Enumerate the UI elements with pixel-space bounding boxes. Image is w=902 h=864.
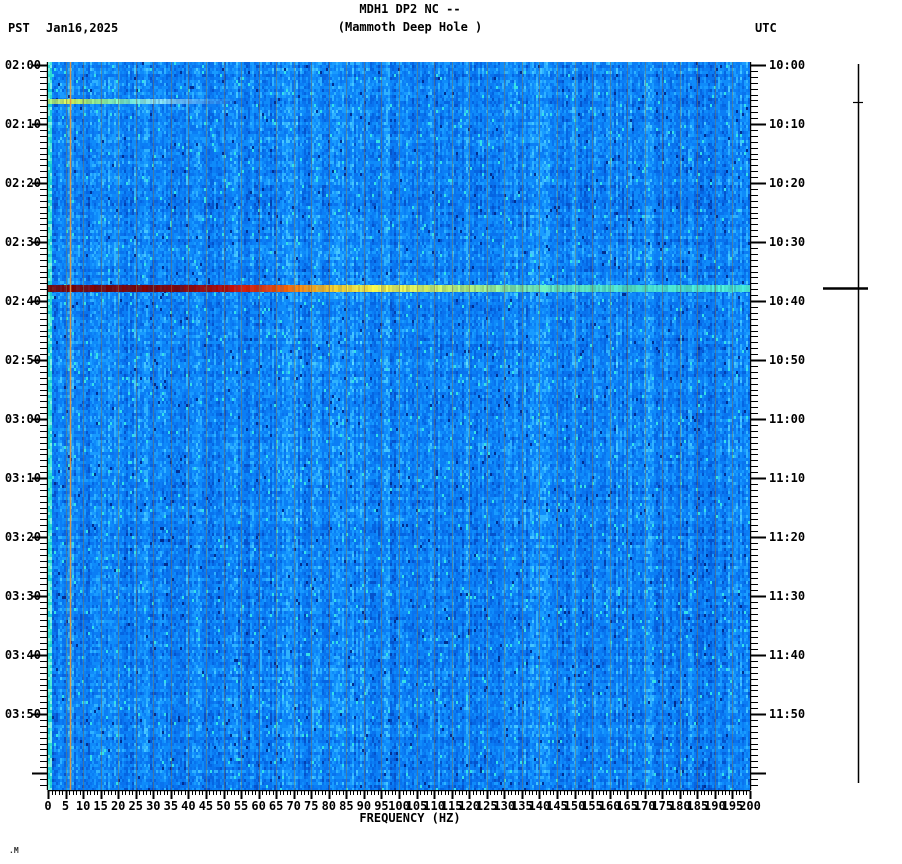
freq-tick-label: 135 (511, 799, 533, 813)
freq-tick-label: 125 (475, 799, 498, 813)
utc-time-label: 11:40 (769, 648, 806, 662)
freq-tick-label: 175 (651, 799, 674, 813)
utc-time-label: 11:00 (769, 412, 806, 426)
freq-tick-label: 110 (423, 799, 445, 813)
freq-tick-label: 15 (93, 799, 108, 813)
utc-time-label: 11:10 (769, 471, 806, 485)
freq-tick-label: 165 (616, 799, 638, 813)
pst-time-label: 02:10 (4, 117, 41, 131)
utc-time-label: 10:00 (769, 58, 806, 72)
freq-tick-label: 10 (75, 799, 91, 813)
pst-time-label: 03:30 (4, 589, 41, 603)
freq-tick-label: 195 (721, 799, 744, 813)
freq-tick-label: 25 (128, 799, 143, 813)
pst-time-label: 02:20 (4, 176, 41, 190)
pst-time-label: 02:50 (4, 353, 41, 367)
freq-tick-label: 95 (374, 799, 389, 813)
spectrogram-canvas (48, 62, 750, 790)
pst-time-label: 02:00 (4, 58, 41, 72)
freq-tick-label: 180 (668, 799, 691, 813)
freq-tick-label: 5 (61, 799, 70, 813)
freq-tick-label: 70 (286, 799, 301, 813)
freq-tick-label: 185 (686, 799, 709, 813)
freq-tick-label: 190 (704, 799, 726, 813)
freq-tick-label: 30 (146, 799, 161, 813)
freq-tick-label: 20 (110, 799, 126, 813)
freq-tick-label: 90 (356, 799, 372, 813)
utc-time-label: 10:30 (769, 235, 806, 249)
freq-tick-label: 45 (198, 799, 214, 813)
pst-time-label: 03:20 (4, 530, 41, 544)
freq-tick-label: 55 (233, 799, 249, 813)
utc-time-label: 10:20 (769, 176, 806, 190)
utc-time-label: 10:40 (769, 294, 806, 308)
utc-time-label: 10:10 (769, 117, 806, 131)
utc-time-label: 11:30 (769, 589, 806, 603)
freq-tick-label: 85 (339, 799, 354, 813)
freq-tick-label: 35 (163, 799, 179, 813)
freq-tick-label: 75 (304, 799, 319, 813)
freq-tick-label: 50 (216, 799, 231, 813)
freq-tick-label: 40 (181, 799, 196, 813)
utc-time-label: 11:50 (769, 707, 806, 721)
freq-tick-label: 155 (581, 799, 603, 813)
freq-tick-label: 65 (268, 799, 284, 813)
freq-tick-label: 145 (546, 799, 568, 813)
freq-tick-label: 100 (388, 799, 410, 813)
frequency-axis-title: FREQUENCY (HZ) (359, 811, 461, 825)
freq-tick-label: 60 (251, 799, 266, 813)
freq-tick-label: 130 (493, 799, 516, 813)
pst-time-label: 03:10 (4, 471, 41, 485)
utc-time-label: 11:20 (769, 530, 806, 544)
freq-tick-label: 200 (739, 799, 761, 813)
pst-time-label: 03:40 (4, 648, 41, 662)
freq-tick-label: 115 (440, 799, 463, 813)
freq-tick-label: 170 (633, 799, 656, 813)
freq-tick-label: 80 (321, 799, 337, 813)
freq-tick-label: 0 (44, 799, 52, 813)
pst-time-label: 02:30 (4, 235, 41, 249)
watermark-text: .M (9, 846, 19, 855)
pst-time-label: 02:40 (4, 294, 41, 308)
freq-tick-label: 140 (528, 799, 551, 813)
freq-tick-label: 120 (458, 799, 481, 813)
pst-time-label: 03:50 (4, 707, 41, 721)
freq-tick-label: 105 (405, 799, 428, 813)
utc-time-label: 10:50 (769, 353, 806, 367)
freq-tick-label: 160 (598, 799, 621, 813)
freq-tick-label: 150 (563, 799, 586, 813)
amplitude-scale-bar (815, 58, 895, 798)
pst-time-label: 03:00 (4, 412, 41, 426)
